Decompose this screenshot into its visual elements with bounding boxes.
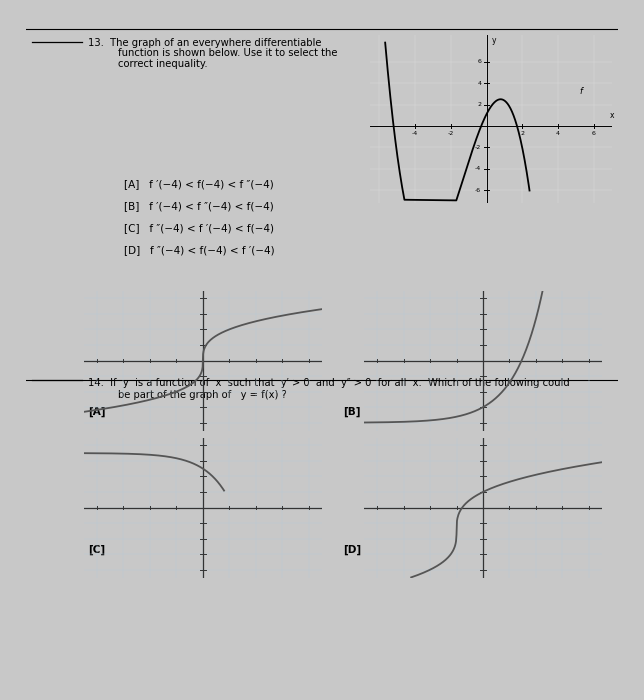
Text: -4: -4 xyxy=(475,167,481,172)
Text: 14.  If  y  is a function of  x  such that  y′ > 0  and  y″ > 0  for all  x.  Wh: 14. If y is a function of x such that y′… xyxy=(88,378,570,388)
Text: [C]   f ″(−4) < f ′(−4) < f(−4): [C] f ″(−4) < f ′(−4) < f(−4) xyxy=(124,223,274,233)
Text: 4: 4 xyxy=(556,132,560,136)
Text: -4: -4 xyxy=(412,132,418,136)
Text: function is shown below. Use it to select the: function is shown below. Use it to selec… xyxy=(118,48,337,58)
Text: 13.  The graph of an everywhere differentiable: 13. The graph of an everywhere different… xyxy=(88,38,321,48)
Text: [C]: [C] xyxy=(88,545,105,555)
Text: [A]   f ′(−4) < f(−4) < f ″(−4): [A] f ′(−4) < f(−4) < f ″(−4) xyxy=(124,178,273,188)
Text: -2: -2 xyxy=(448,132,454,136)
Text: [D]   f ″(−4) < f(−4) < f ′(−4): [D] f ″(−4) < f(−4) < f ′(−4) xyxy=(124,245,274,255)
Text: -2: -2 xyxy=(475,145,481,150)
Text: be part of the graph of   y = f(x) ?: be part of the graph of y = f(x) ? xyxy=(118,390,287,400)
Text: [B]   f ′(−4) < f ″(−4) < f(−4): [B] f ′(−4) < f ″(−4) < f(−4) xyxy=(124,201,273,211)
Text: 2: 2 xyxy=(520,132,524,136)
Text: correct inequality.: correct inequality. xyxy=(118,59,207,69)
Text: [D]: [D] xyxy=(343,545,361,555)
Text: 2: 2 xyxy=(477,102,481,107)
Text: x: x xyxy=(610,111,614,120)
Text: 4: 4 xyxy=(477,80,481,85)
Text: [B]: [B] xyxy=(343,407,360,417)
Text: f: f xyxy=(580,87,583,96)
Text: 6: 6 xyxy=(477,60,481,64)
Text: -6: -6 xyxy=(475,188,481,193)
Text: 6: 6 xyxy=(592,132,596,136)
Text: [A]: [A] xyxy=(88,407,106,417)
Text: y: y xyxy=(492,36,497,45)
